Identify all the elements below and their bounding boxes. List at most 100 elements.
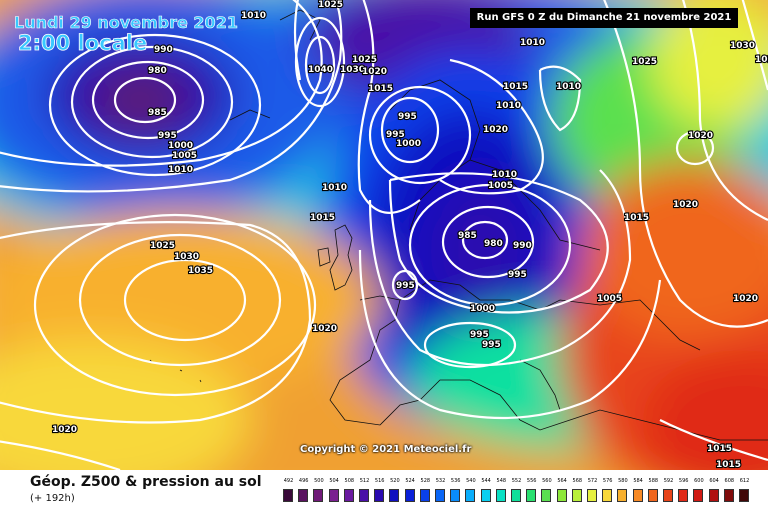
isobar-label: 1015 xyxy=(368,84,393,94)
isobar-label: 990 xyxy=(154,45,173,55)
isobar-label: 990 xyxy=(513,241,532,251)
isobar-label: 1010 xyxy=(496,101,521,111)
legend-value: 580 xyxy=(618,478,628,484)
legend-value: 572 xyxy=(587,478,598,484)
isobar-label: 1025 xyxy=(318,0,343,10)
run-label: Run GFS 0 Z du Dimanche 21 novembre 2021 xyxy=(470,8,738,28)
forecast-local-time: 2:00 locale xyxy=(18,31,148,56)
legend-value: 536 xyxy=(450,478,461,484)
legend-value: 560 xyxy=(542,478,552,484)
isobar-label: 1005 xyxy=(172,151,197,161)
legend-value: 496 xyxy=(298,478,309,484)
legend-value: 612 xyxy=(739,478,750,484)
legend-swatch xyxy=(739,489,749,502)
legend-value: 592 xyxy=(663,478,674,484)
isobar-label: 980 xyxy=(148,66,167,76)
legend-value: 568 xyxy=(572,478,583,484)
legend-swatch xyxy=(374,489,385,502)
legend-swatch xyxy=(465,489,476,502)
forecast-date: Lundi 29 novembre 2021 xyxy=(14,13,239,33)
legend-swatch xyxy=(343,489,354,502)
isobar-label: 1000 xyxy=(396,139,421,149)
isobar-label: 1030 xyxy=(730,41,755,51)
legend-value: 540 xyxy=(466,478,476,484)
legend-swatch xyxy=(480,489,491,502)
isobar-label: 995 xyxy=(508,270,527,280)
legend-value: 584 xyxy=(633,478,643,484)
legend-value: 548 xyxy=(496,478,507,484)
isobar-label: 995 xyxy=(398,112,417,122)
legend-swatch xyxy=(313,489,324,502)
map-canvas xyxy=(0,0,768,470)
legend-swatch xyxy=(663,489,673,502)
isobar-labels: 1010 1025 990 980 985 995 1000 1005 1010… xyxy=(51,0,768,470)
legend-swatch xyxy=(602,489,613,502)
isobar-label: 1005 xyxy=(597,294,622,304)
isobar-label: 995 xyxy=(158,131,177,141)
legend-value: 588 xyxy=(648,478,659,484)
isobar-label: 1030 xyxy=(340,65,365,75)
isobar-label: 1010 xyxy=(520,38,545,48)
isobar-label: 1020 xyxy=(733,294,758,304)
legend-swatch xyxy=(723,489,734,502)
legend-swatch xyxy=(571,489,582,502)
isobar-label: 1035 xyxy=(188,266,213,276)
isobar-label: 1030 xyxy=(174,252,199,262)
lead-time: (+ 192h) xyxy=(30,493,75,504)
isobar-label: 1020 xyxy=(362,67,387,77)
isobar-label: 1015 xyxy=(716,460,741,470)
isobar-label: 1000 xyxy=(168,141,193,151)
legend-swatch xyxy=(526,489,537,502)
isobar-label: 985 xyxy=(458,231,477,241)
legend-value: 504 xyxy=(329,478,339,484)
isobar-label: 1020 xyxy=(312,324,337,334)
isobar-label: 1000 xyxy=(470,304,495,314)
copyright: Copyright © 2021 Meteociel.fr xyxy=(300,444,472,455)
isobar-label: 1010 xyxy=(322,183,347,193)
isobar-label: 1015 xyxy=(707,444,732,454)
legend-swatch xyxy=(708,489,719,502)
legend-swatches xyxy=(283,489,753,502)
isobar-label: 1025 xyxy=(632,57,657,67)
weather-map: 1010 1025 990 980 985 995 1000 1005 1010… xyxy=(0,0,768,470)
legend-swatch xyxy=(647,489,658,502)
map-title: Géop. Z500 & pression au sol xyxy=(30,474,262,490)
legend-value: 544 xyxy=(481,478,491,484)
legend-value: 596 xyxy=(678,478,689,484)
isobar-label: 1010 xyxy=(492,170,517,180)
isobar-label: 1010 xyxy=(241,11,266,21)
legend-swatch xyxy=(556,489,567,502)
legend-swatch xyxy=(328,489,339,502)
legend-value: 552 xyxy=(511,478,522,484)
legend-swatch xyxy=(419,489,430,502)
legend-value: 532 xyxy=(435,478,446,484)
legend-value: 492 xyxy=(283,478,294,484)
isobar-label: 1010 xyxy=(168,165,193,175)
legend-value: 564 xyxy=(557,478,567,484)
isobars xyxy=(0,0,768,470)
isobar-label: 995 xyxy=(482,340,501,350)
legend-swatch xyxy=(587,489,597,502)
legend-labels: 492 496 500 504 508 512 516 520 524 528 532 536 540 5… xyxy=(283,478,753,488)
legend-value: 576 xyxy=(602,478,613,484)
legend-swatch xyxy=(693,489,704,502)
legend-swatch xyxy=(450,489,461,502)
isobar-label: 1010 xyxy=(556,82,581,92)
isobar-label: 985 xyxy=(148,108,167,118)
legend-swatch xyxy=(632,489,643,502)
isobar-label: 1020 xyxy=(673,200,698,210)
legend-swatch xyxy=(678,489,689,502)
legend-value: 508 xyxy=(344,478,355,484)
legend-value: 528 xyxy=(420,478,431,484)
isobar-label: 1015 xyxy=(503,82,528,92)
legend-swatch xyxy=(359,489,369,502)
isobar-label: 1020 xyxy=(688,131,713,141)
legend-swatch xyxy=(298,489,309,502)
legend-value: 524 xyxy=(405,478,415,484)
color-legend: 492 496 500 504 508 512 516 520 524 528 532 536 540 5… xyxy=(283,478,753,508)
legend-value: 520 xyxy=(390,478,400,484)
isobar-label: 1020 xyxy=(52,425,77,435)
legend-swatch xyxy=(511,489,521,502)
isobar-label: 1015 xyxy=(624,213,649,223)
legend-value: 500 xyxy=(314,478,324,484)
